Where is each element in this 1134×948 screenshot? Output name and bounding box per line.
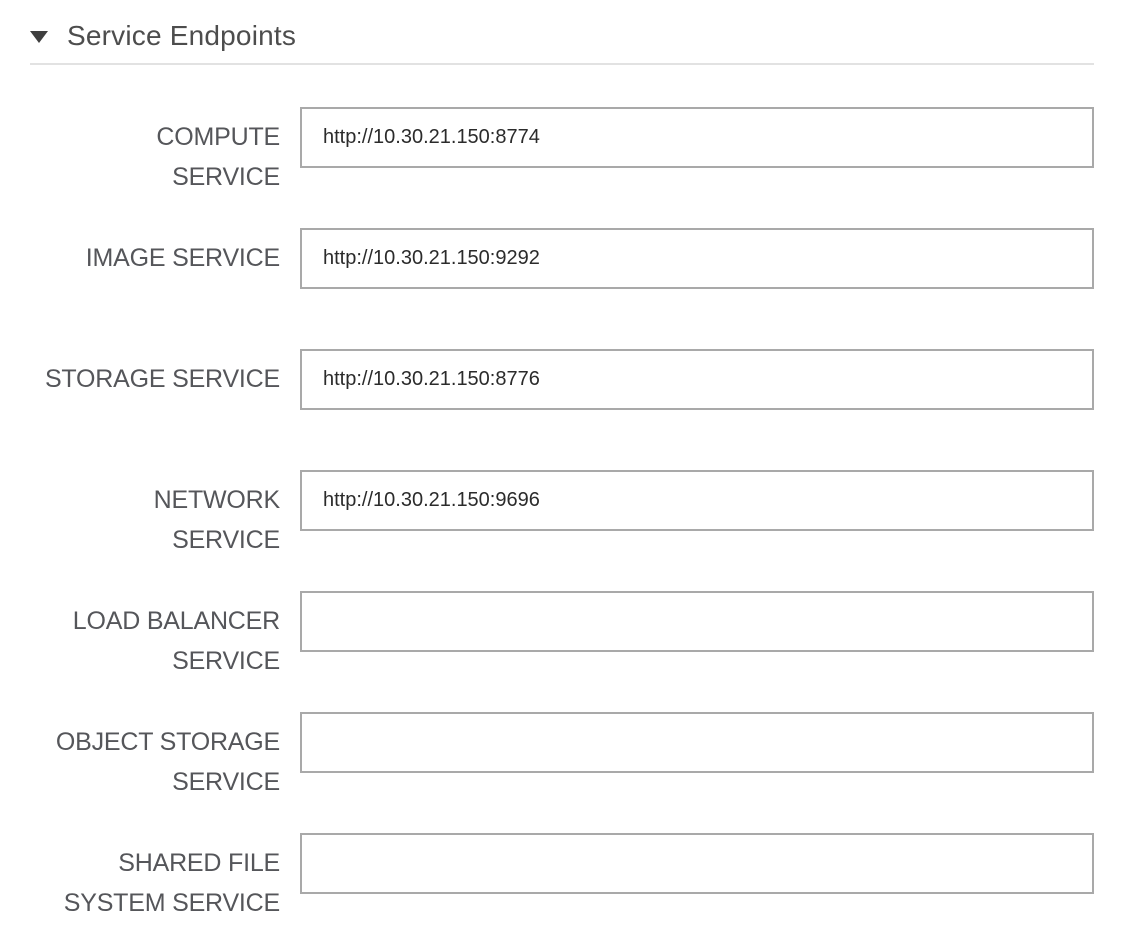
label-line: SHARED FILE (118, 849, 280, 877)
load-balancer-service-input[interactable] (300, 591, 1094, 652)
label-line: SYSTEM SERVICE (63, 889, 280, 917)
label-line: SERVICE (172, 647, 280, 675)
compute-service-label: COMPUTE SERVICE (30, 107, 280, 197)
label-line: SERVICE (172, 768, 280, 796)
storage-service-row: STORAGE SERVICE (30, 349, 1094, 410)
compute-service-row: COMPUTE SERVICE (30, 107, 1094, 191)
shared-file-system-service-label: SHARED FILE SYSTEM SERVICE (30, 833, 280, 923)
storage-service-label: STORAGE SERVICE (30, 349, 280, 399)
endpoints-form: COMPUTE SERVICE IMAGE SERVICE STORAGE SER… (30, 107, 1094, 917)
section-header[interactable]: Service Endpoints (30, 18, 1094, 54)
network-service-row: NETWORK SERVICE (30, 470, 1094, 554)
label-line: SERVICE (172, 163, 280, 191)
label-line: STORAGE SERVICE (44, 365, 280, 393)
shared-file-system-service-row: SHARED FILE SYSTEM SERVICE (30, 833, 1094, 917)
network-service-input[interactable] (300, 470, 1094, 531)
section-divider (30, 63, 1094, 65)
object-storage-service-input[interactable] (300, 712, 1094, 773)
image-service-input[interactable] (300, 228, 1094, 289)
image-service-label: IMAGE SERVICE (30, 228, 280, 278)
shared-file-system-service-input[interactable] (300, 833, 1094, 894)
storage-service-input[interactable] (300, 349, 1094, 410)
label-line: SERVICE (172, 526, 280, 554)
label-line: IMAGE SERVICE (85, 244, 280, 272)
load-balancer-service-row: LOAD BALANCER SERVICE (30, 591, 1094, 675)
label-line: OBJECT STORAGE (55, 728, 280, 756)
collapse-caret-icon[interactable] (30, 31, 48, 43)
compute-service-input[interactable] (300, 107, 1094, 168)
section-title: Service Endpoints (67, 20, 297, 51)
image-service-row: IMAGE SERVICE (30, 228, 1094, 289)
network-service-label: NETWORK SERVICE (30, 470, 281, 560)
load-balancer-service-label: LOAD BALANCER SERVICE (30, 591, 280, 681)
label-line: LOAD BALANCER (72, 607, 280, 635)
object-storage-service-row: OBJECT STORAGE SERVICE (30, 712, 1094, 796)
label-line: COMPUTE (156, 123, 280, 151)
object-storage-service-label: OBJECT STORAGE SERVICE (30, 712, 280, 802)
label-line: NETWORK (153, 486, 281, 514)
